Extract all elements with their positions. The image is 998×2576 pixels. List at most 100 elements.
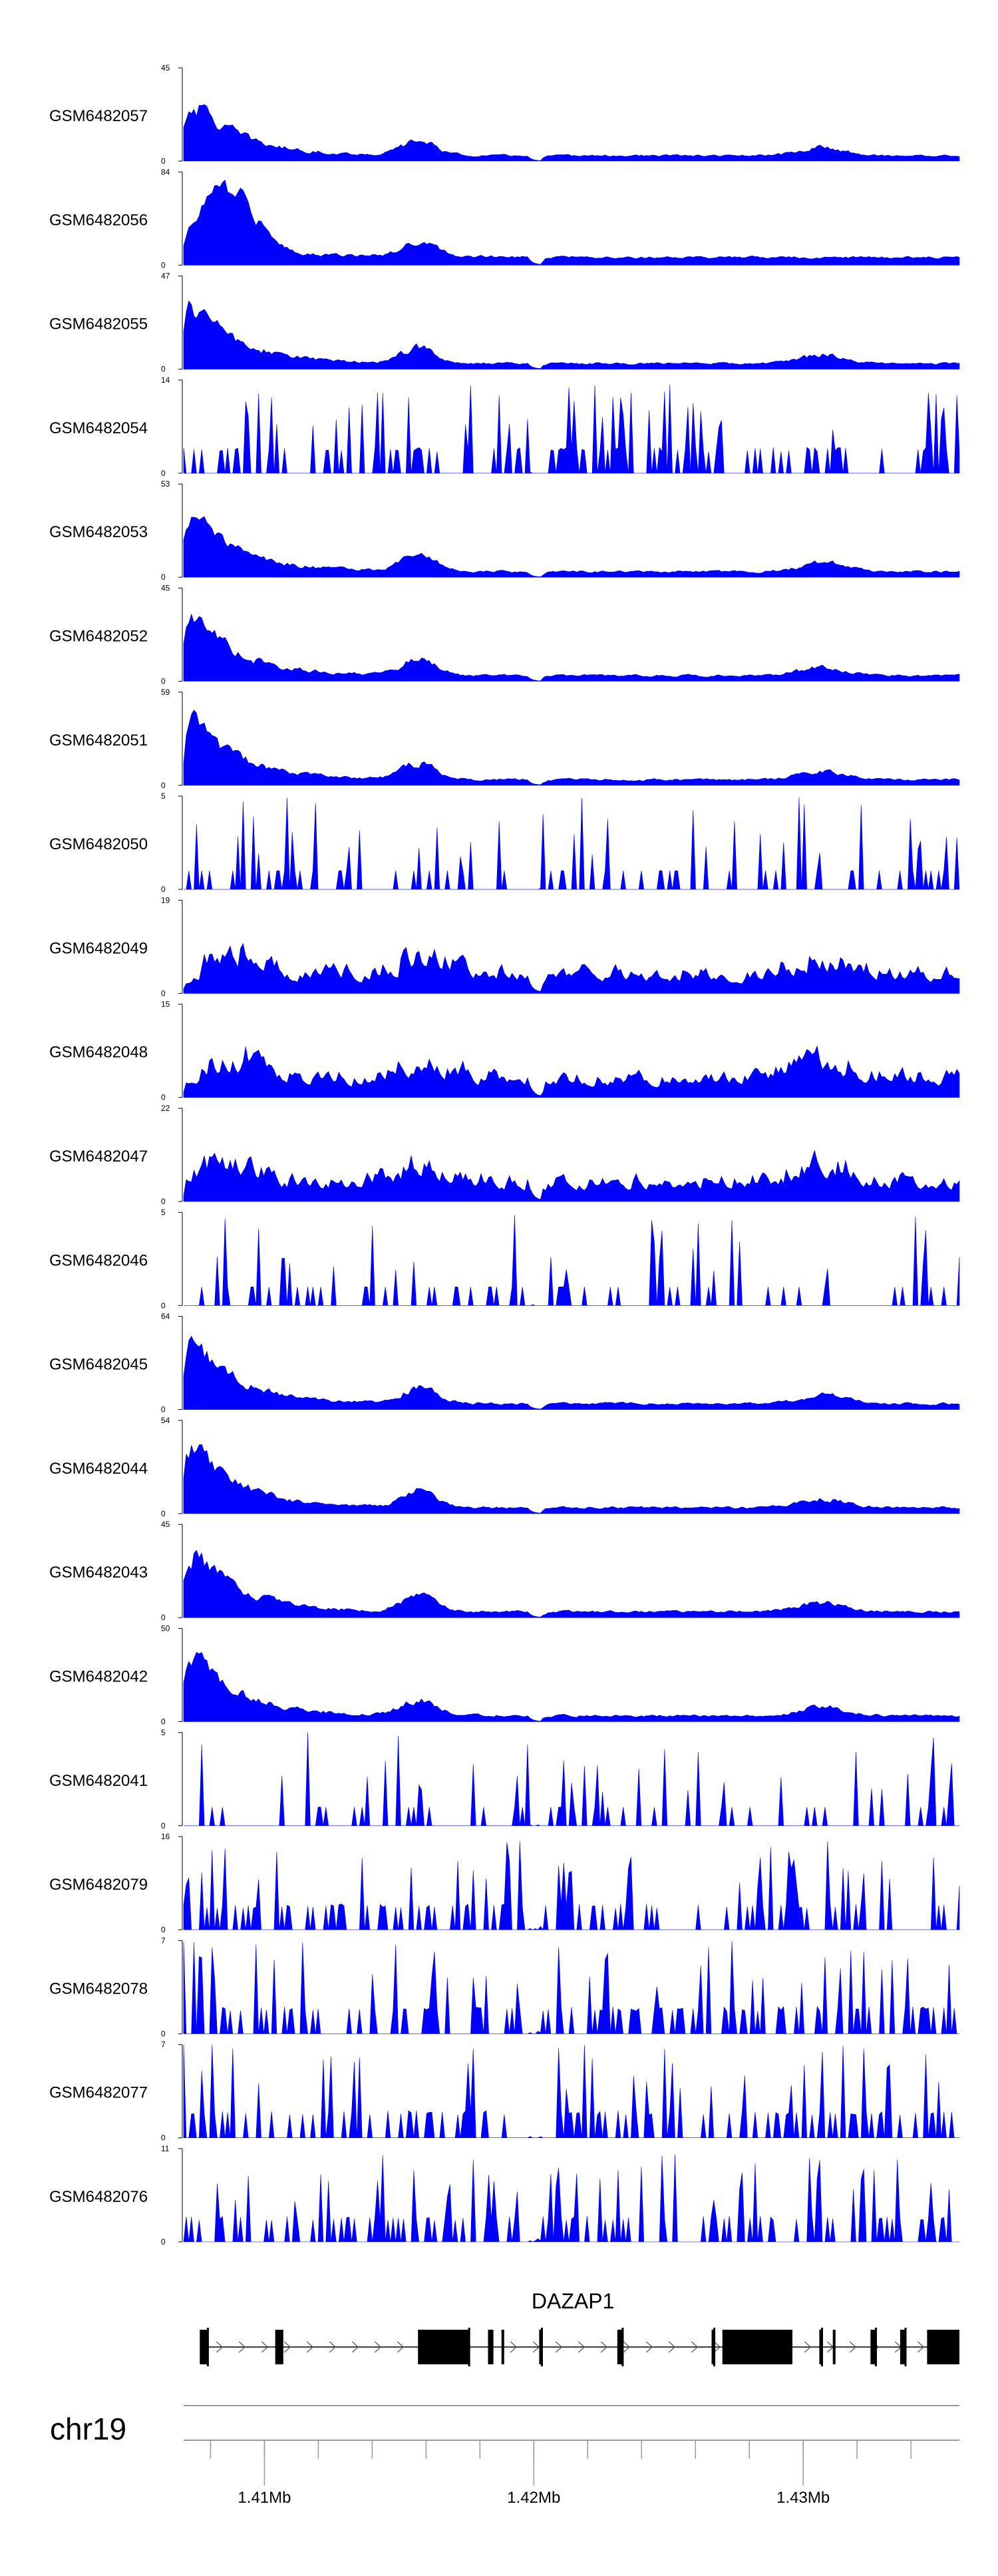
track-label: GSM6482051 [49,732,148,750]
track-GSM6482055: GSM6482055 47 0 [49,272,959,374]
axis-tick-label: 1.41Mb [238,2489,291,2507]
track-GSM6482047: GSM6482047 22 0 [49,1104,959,1206]
coverage-area [184,1652,959,1721]
y-axis-max-label: 47 [161,272,170,281]
y-axis-min-label: 0 [161,2237,166,2247]
coverage-area [184,385,959,473]
track-label: GSM6482054 [49,419,148,437]
y-axis-min-label: 0 [161,260,166,270]
track-GSM6482076: GSM6482076 11 0 [49,2144,959,2247]
track-GSM6482049: GSM6482049 19 0 [49,895,959,998]
track-GSM6482079: GSM6482079 16 0 [49,1832,959,1934]
y-axis-max-label: 5 [161,1728,166,1737]
y-axis-max-label: 19 [161,895,170,905]
track-GSM6482043: GSM6482043 45 0 [49,1520,959,1622]
coverage-area [184,1046,959,1097]
track-GSM6482053: GSM6482053 53 0 [49,479,959,582]
track-label: GSM6482053 [49,523,148,541]
coverage-tracks: GSM6482057450GSM6482056840GSM6482055470G… [49,63,959,2247]
track-label: GSM6482047 [49,1148,148,1166]
track-label: GSM6482076 [49,2188,148,2206]
y-axis-max-label: 11 [161,2144,170,2153]
track-GSM6482052: GSM6482052 45 0 [49,584,959,686]
coverage-area [184,2045,959,2138]
track-GSM6482078: GSM6482078 7 0 [49,1936,959,2038]
y-axis-min-label: 0 [161,365,166,374]
y-axis-max-label: 5 [161,1207,166,1217]
gene-exon [502,2330,504,2364]
track-GSM6482050: GSM6482050 5 0 [49,791,959,894]
y-axis-min-label: 0 [161,1197,166,1206]
y-axis-max-label: 14 [161,375,170,385]
track-label: GSM6482077 [49,2084,148,2102]
track-label: GSM6482056 [49,211,148,229]
gene-exon [275,2330,283,2364]
y-axis-min-label: 0 [161,988,166,998]
y-axis-min-label: 0 [161,1925,166,1934]
coverage-area [184,517,959,577]
y-axis-min-label: 0 [161,469,166,478]
track-GSM6482042: GSM6482042 50 0 [49,1624,959,1727]
track-GSM6482077: GSM6482077 7 0 [49,2040,959,2143]
track-label: GSM6482048 [49,1044,148,1062]
y-axis-max-label: 16 [161,1832,170,1841]
track-GSM6482044: GSM6482044 54 0 [49,1416,959,1518]
y-axis-max-label: 5 [161,791,166,801]
coverage-area [184,1841,959,1930]
track-label: GSM6482043 [49,1564,148,1582]
track-label: GSM6482045 [49,1356,148,1374]
track-label: GSM6482042 [49,1668,148,1686]
track-GSM6482051: GSM6482051 59 0 [49,688,959,790]
coverage-area [184,2155,959,2242]
coverage-area [184,1215,959,1305]
y-axis-max-label: 7 [161,1936,166,1945]
gene-annotation-track: DAZAP1 [200,2289,959,2366]
y-axis-min-label: 0 [161,677,166,686]
y-axis-min-label: 0 [161,1405,166,1414]
track-GSM6482056: GSM6482056 84 0 [49,167,959,270]
y-axis-max-label: 54 [161,1416,170,1425]
track-label: GSM6482049 [49,939,148,957]
gene-name-label: DAZAP1 [532,2289,614,2313]
coverage-area [184,301,959,369]
genome-browser-figure: GSM6482057450GSM6482056840GSM6482055470G… [0,0,998,2576]
y-axis-min-label: 0 [161,1093,166,1102]
y-axis-min-label: 0 [161,781,166,790]
track-label: GSM6482050 [49,835,148,853]
track-GSM6482041: GSM648204150 [49,1728,959,1830]
track-GSM6482045: GSM6482045 64 0 [49,1312,959,1414]
y-axis-min-label: 0 [161,156,166,166]
coverage-area [184,710,959,785]
y-axis-min-label: 0 [161,1613,166,1622]
gene-exon [927,2330,959,2364]
y-axis-max-label: 64 [161,1312,170,1321]
y-axis-max-label: 7 [161,2040,166,2049]
coverage-area [184,944,959,994]
y-axis-max-label: 53 [161,479,170,489]
y-axis-max-label: 45 [161,1520,170,1529]
gene-exon [418,2330,469,2364]
gene-exon [200,2330,208,2364]
track-label: GSM6482052 [49,628,148,646]
coverage-area [184,1336,959,1409]
axis-tick-label: 1.42Mb [507,2489,560,2507]
genome-axis-track: chr19 1.41Mb 1.42Mb 1.43Mb [50,2406,959,2507]
coverage-area [184,1941,959,2034]
coverage-area [184,1444,959,1514]
y-axis-min-label: 0 [161,572,166,582]
coverage-area [184,614,959,682]
coverage-area [184,105,959,161]
coverage-area [184,1550,959,1617]
gene-exon [488,2330,493,2364]
track-label: GSM6482078 [49,1980,148,1998]
track-label: GSM6482057 [49,107,148,125]
track-GSM6482048: GSM6482048150 [49,1000,959,1102]
y-axis-min-label: 0 [161,1301,166,1310]
y-axis-max-label: 22 [161,1104,170,1113]
track-GSM6482046: GSM6482046 5 0 [49,1207,959,1310]
chromosome-label: chr19 [50,2412,126,2446]
y-axis-min-label: 0 [161,1509,166,1518]
y-axis-min-label: 0 [161,2133,166,2143]
track-label: GSM6482044 [49,1460,148,1478]
track-label: GSM6482079 [49,1876,148,1894]
